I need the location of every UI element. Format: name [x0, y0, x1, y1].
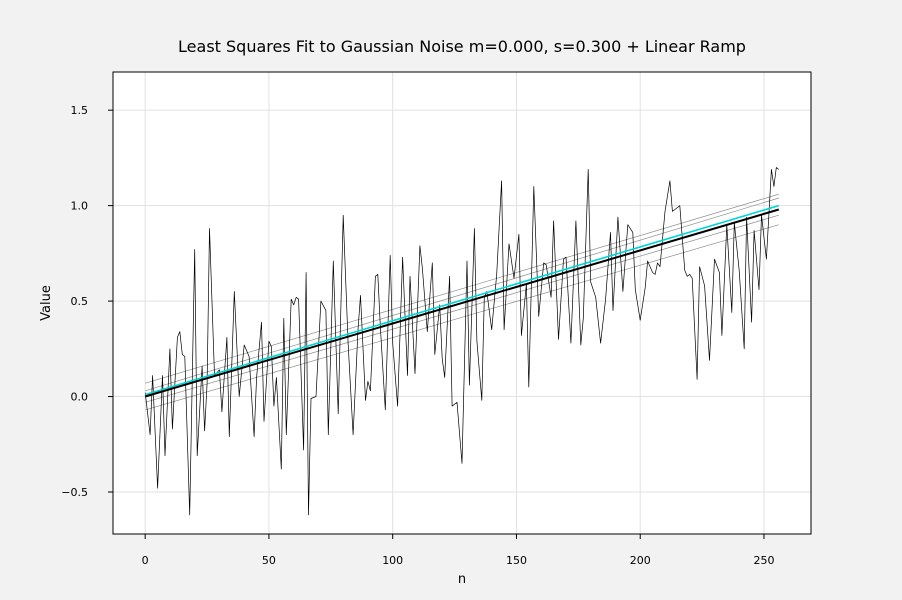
x-axis-label: n [458, 572, 466, 587]
x-tick-label: 250 [753, 554, 774, 567]
x-tick-label: 200 [630, 554, 651, 567]
y-tick-label: 1.5 [71, 104, 89, 117]
x-tick-label: 100 [382, 554, 403, 567]
least-squares-fit-line [144, 204, 780, 396]
plot-frame [112, 71, 812, 535]
fit-envelope-upper-1-line [145, 197, 779, 392]
fit-envelope-upper-2-line [145, 193, 779, 384]
x-tick-label: 0 [142, 554, 149, 567]
y-tick-label: 0.0 [71, 391, 89, 404]
y-axis-label: Value [39, 285, 54, 321]
fit-envelope-lower-1-line [145, 214, 779, 403]
x-tick-label: 150 [506, 554, 527, 567]
noisy-data-line [144, 167, 780, 516]
series-layer [144, 167, 780, 516]
axis-ticks: 0 50 100 150 200 250 −0.5 0.0 0.5 1.0 1.5 [61, 104, 774, 567]
y-tick-label: 0.5 [71, 295, 89, 308]
y-tick-label: −0.5 [61, 486, 88, 499]
grid [113, 72, 811, 534]
chart-title: Least Squares Fit to Gaussian Noise m=0.… [178, 37, 746, 56]
y-tick-label: 1.0 [71, 200, 89, 213]
x-tick-label: 50 [262, 554, 276, 567]
true-ramp-line [144, 208, 780, 398]
